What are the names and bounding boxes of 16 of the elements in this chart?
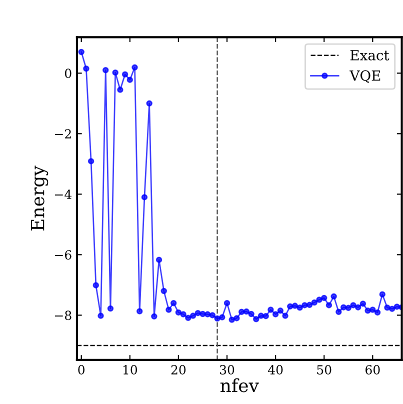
y-tick-label: −4 <box>55 190 72 199</box>
x-axis-title: nfev <box>220 378 259 392</box>
x-tick-label: 10 <box>123 365 138 374</box>
x-tick-label: 20 <box>171 365 186 374</box>
y-tick-label: −6 <box>55 250 72 260</box>
legend-label: Exact <box>350 50 390 60</box>
x-tick-label: 40 <box>268 365 283 374</box>
y-tick-label: −8 <box>55 310 72 320</box>
x-tick-label: 60 <box>366 365 380 374</box>
y-axis-title: Energy <box>30 166 48 231</box>
legend-label: VQE <box>350 70 380 83</box>
y-tick-label: 0 <box>64 68 72 78</box>
x-tick-label: 50 <box>317 365 332 374</box>
x-tick-label: 30 <box>220 365 234 374</box>
x-tick-label: 0 <box>78 365 84 374</box>
y-tick-label: −2 <box>55 129 71 138</box>
